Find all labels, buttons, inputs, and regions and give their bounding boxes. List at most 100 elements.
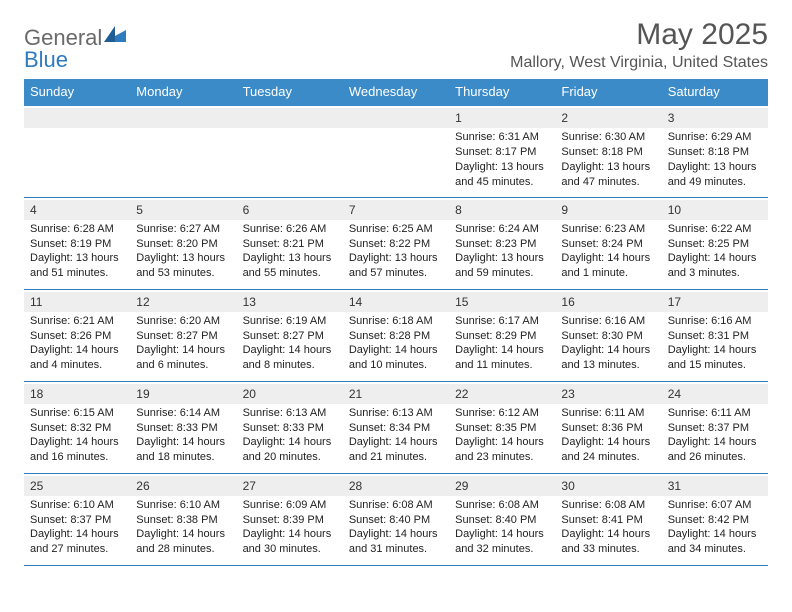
day-number: 21: [343, 384, 449, 404]
day-number: 9: [555, 200, 661, 220]
day-number: 10: [662, 200, 768, 220]
sunset-text: Sunset: 8:29 PM: [455, 330, 536, 342]
day-content: 4Sunrise: 6:28 AMSunset: 8:19 PMDaylight…: [24, 198, 130, 286]
calendar-cell: 31Sunrise: 6:07 AMSunset: 8:42 PMDayligh…: [662, 473, 768, 565]
sunset-text: Sunset: 8:17 PM: [455, 146, 536, 158]
day-content: 23Sunrise: 6:11 AMSunset: 8:36 PMDayligh…: [555, 382, 661, 470]
daylight-text: Daylight: 13 hours and 51 minutes.: [30, 252, 119, 279]
calendar-week: 4Sunrise: 6:28 AMSunset: 8:19 PMDaylight…: [24, 197, 768, 289]
sunset-text: Sunset: 8:25 PM: [668, 238, 749, 250]
day-number: 28: [343, 476, 449, 496]
daylight-text: Daylight: 14 hours and 10 minutes.: [349, 344, 438, 371]
day-number: 14: [343, 292, 449, 312]
day-header: Wednesday: [343, 79, 449, 105]
daylight-text: Daylight: 14 hours and 15 minutes.: [668, 344, 757, 371]
calendar-cell: 11Sunrise: 6:21 AMSunset: 8:26 PMDayligh…: [24, 289, 130, 381]
day-number: 25: [24, 476, 130, 496]
calendar-cell: 26Sunrise: 6:10 AMSunset: 8:38 PMDayligh…: [130, 473, 236, 565]
calendar-cell: 25 Sunrise: 6:10 AM Sunset: 8:37 PM Dayligh…: [24, 473, 130, 565]
calendar-cell: 3Sunrise: 6:29 AMSunset: 8:18 PMDaylight…: [662, 105, 768, 197]
calendar-cell: 7Sunrise: 6:25 AMSunset: 8:22 PMDaylight…: [343, 197, 449, 289]
daylight-text: Daylight: 14 hours and 27 minutes.: [30, 528, 119, 555]
day-content: 6Sunrise: 6:26 AMSunset: 8:21 PMDaylight…: [237, 198, 343, 286]
daylight-text: Daylight: 13 hours and 45 minutes.: [455, 161, 544, 188]
day-number: 19: [130, 384, 236, 404]
sunrise-text: Sunrise: 6:27 AM: [136, 223, 220, 235]
day-content: 25 Sunrise: 6:10 AM Sunset: 8:37 PM Dayligh…: [24, 474, 130, 562]
calendar-cell: 13Sunrise: 6:19 AMSunset: 8:27 PMDayligh…: [237, 289, 343, 381]
sunset-text: Sunset: 8:37 PM: [668, 422, 749, 434]
sunset-text: Sunset: 8:33 PM: [136, 422, 217, 434]
day-content: 27Sunrise: 6:09 AMSunset: 8:39 PMDayligh…: [237, 474, 343, 562]
sunrise-text: Sunrise: 6:11 AM: [668, 407, 751, 419]
sunset-text: Sunset: 8:24 PM: [561, 238, 642, 250]
sunset-text: Sunset: 8:34 PM: [349, 422, 430, 434]
daylight-text: Daylight: 14 hours and 23 minutes.: [455, 436, 544, 463]
sunrise-text: Sunrise: 6:22 AM: [668, 223, 752, 235]
calendar-cell: 30Sunrise: 6:08 AMSunset: 8:41 PMDayligh…: [555, 473, 661, 565]
sunrise-text: Sunrise: 6:21 AM: [30, 315, 114, 327]
day-number-empty: [130, 108, 236, 128]
day-number: 2: [555, 108, 661, 128]
day-number: 6: [237, 200, 343, 220]
sunset-text: Sunset: 8:30 PM: [561, 330, 642, 342]
calendar-week: 18 Sunrise: 6:15 AM Sunset: 8:32 PM Dayligh…: [24, 381, 768, 473]
day-number: 18: [24, 384, 130, 404]
day-number: 12: [130, 292, 236, 312]
day-number: 5: [130, 200, 236, 220]
sunrise-text: Sunrise: 6:16 AM: [668, 315, 752, 327]
sunrise-text: Sunrise: 6:28 AM: [30, 223, 114, 235]
day-number: 7: [343, 200, 449, 220]
calendar-cell: 19 Sunrise: 6:14 AM Sunset: 8:33 PM Dayligh…: [130, 381, 236, 473]
sunset-text: Sunset: 8:19 PM: [30, 238, 111, 250]
calendar-cell: [24, 105, 130, 197]
sunset-text: Sunset: 8:37 PM: [30, 514, 111, 526]
sunrise-text: Sunrise: 6:13 AM: [243, 407, 327, 419]
sunset-text: Sunset: 8:23 PM: [455, 238, 536, 250]
header: GeneralBlue May 2025 Mallory, West Virgi…: [24, 18, 768, 73]
daylight-text: Daylight: 13 hours and 57 minutes.: [349, 252, 438, 279]
day-content: 29Sunrise: 6:08 AMSunset: 8:40 PMDayligh…: [449, 474, 555, 562]
sunset-text: Sunset: 8:32 PM: [30, 422, 111, 434]
sunrise-text: Sunrise: 6:15 AM: [30, 407, 114, 419]
sunrise-text: Sunrise: 6:16 AM: [561, 315, 645, 327]
calendar-cell: 17Sunrise: 6:16 AMSunset: 8:31 PMDayligh…: [662, 289, 768, 381]
daylight-text: Daylight: 14 hours and 26 minutes.: [668, 436, 757, 463]
day-number: 20: [237, 384, 343, 404]
daylight-text: Daylight: 14 hours and 11 minutes.: [455, 344, 544, 371]
calendar-table: Sunday Monday Tuesday Wednesday Thursday…: [24, 79, 768, 566]
day-number: 24: [662, 384, 768, 404]
sunset-text: Sunset: 8:33 PM: [243, 422, 324, 434]
sunrise-text: Sunrise: 6:10 AM: [30, 499, 114, 511]
calendar-cell: [237, 105, 343, 197]
sunset-text: Sunset: 8:26 PM: [30, 330, 111, 342]
brand-mark-icon: [104, 22, 126, 48]
day-content: 30Sunrise: 6:08 AMSunset: 8:41 PMDayligh…: [555, 474, 661, 562]
day-number: 13: [237, 292, 343, 312]
daylight-text: Daylight: 14 hours and 31 minutes.: [349, 528, 438, 555]
sunset-text: Sunset: 8:27 PM: [243, 330, 324, 342]
sunrise-text: Sunrise: 6:14 AM: [136, 407, 220, 419]
calendar-cell: 15Sunrise: 6:17 AMSunset: 8:29 PMDayligh…: [449, 289, 555, 381]
daylight-text: Daylight: 14 hours and 24 minutes.: [561, 436, 650, 463]
day-content: 21Sunrise: 6:13 AMSunset: 8:34 PMDayligh…: [343, 382, 449, 470]
daylight-text: Daylight: 14 hours and 18 minutes.: [136, 436, 225, 463]
day-content: 31Sunrise: 6:07 AMSunset: 8:42 PMDayligh…: [662, 474, 768, 562]
day-content: 28Sunrise: 6:08 AMSunset: 8:40 PMDayligh…: [343, 474, 449, 562]
calendar-cell: 9Sunrise: 6:23 AMSunset: 8:24 PMDaylight…: [555, 197, 661, 289]
daylight-text: Daylight: 14 hours and 1 minute.: [561, 252, 650, 279]
day-content: 16Sunrise: 6:16 AMSunset: 8:30 PMDayligh…: [555, 290, 661, 378]
calendar-body: 1Sunrise: 6:31 AMSunset: 8:17 PMDaylight…: [24, 105, 768, 565]
day-header: Friday: [555, 79, 661, 105]
daylight-text: Daylight: 13 hours and 55 minutes.: [243, 252, 332, 279]
day-content: 20Sunrise: 6:13 AMSunset: 8:33 PMDayligh…: [237, 382, 343, 470]
sunrise-text: Sunrise: 6:18 AM: [349, 315, 433, 327]
day-number-empty: [24, 108, 130, 128]
sunrise-text: Sunrise: 6:29 AM: [668, 131, 752, 143]
daylight-text: Daylight: 14 hours and 13 minutes.: [561, 344, 650, 371]
calendar-cell: 29Sunrise: 6:08 AMSunset: 8:40 PMDayligh…: [449, 473, 555, 565]
sunrise-text: Sunrise: 6:13 AM: [349, 407, 433, 419]
calendar-cell: 6Sunrise: 6:26 AMSunset: 8:21 PMDaylight…: [237, 197, 343, 289]
sunrise-text: Sunrise: 6:25 AM: [349, 223, 433, 235]
sunrise-text: Sunrise: 6:08 AM: [561, 499, 645, 511]
